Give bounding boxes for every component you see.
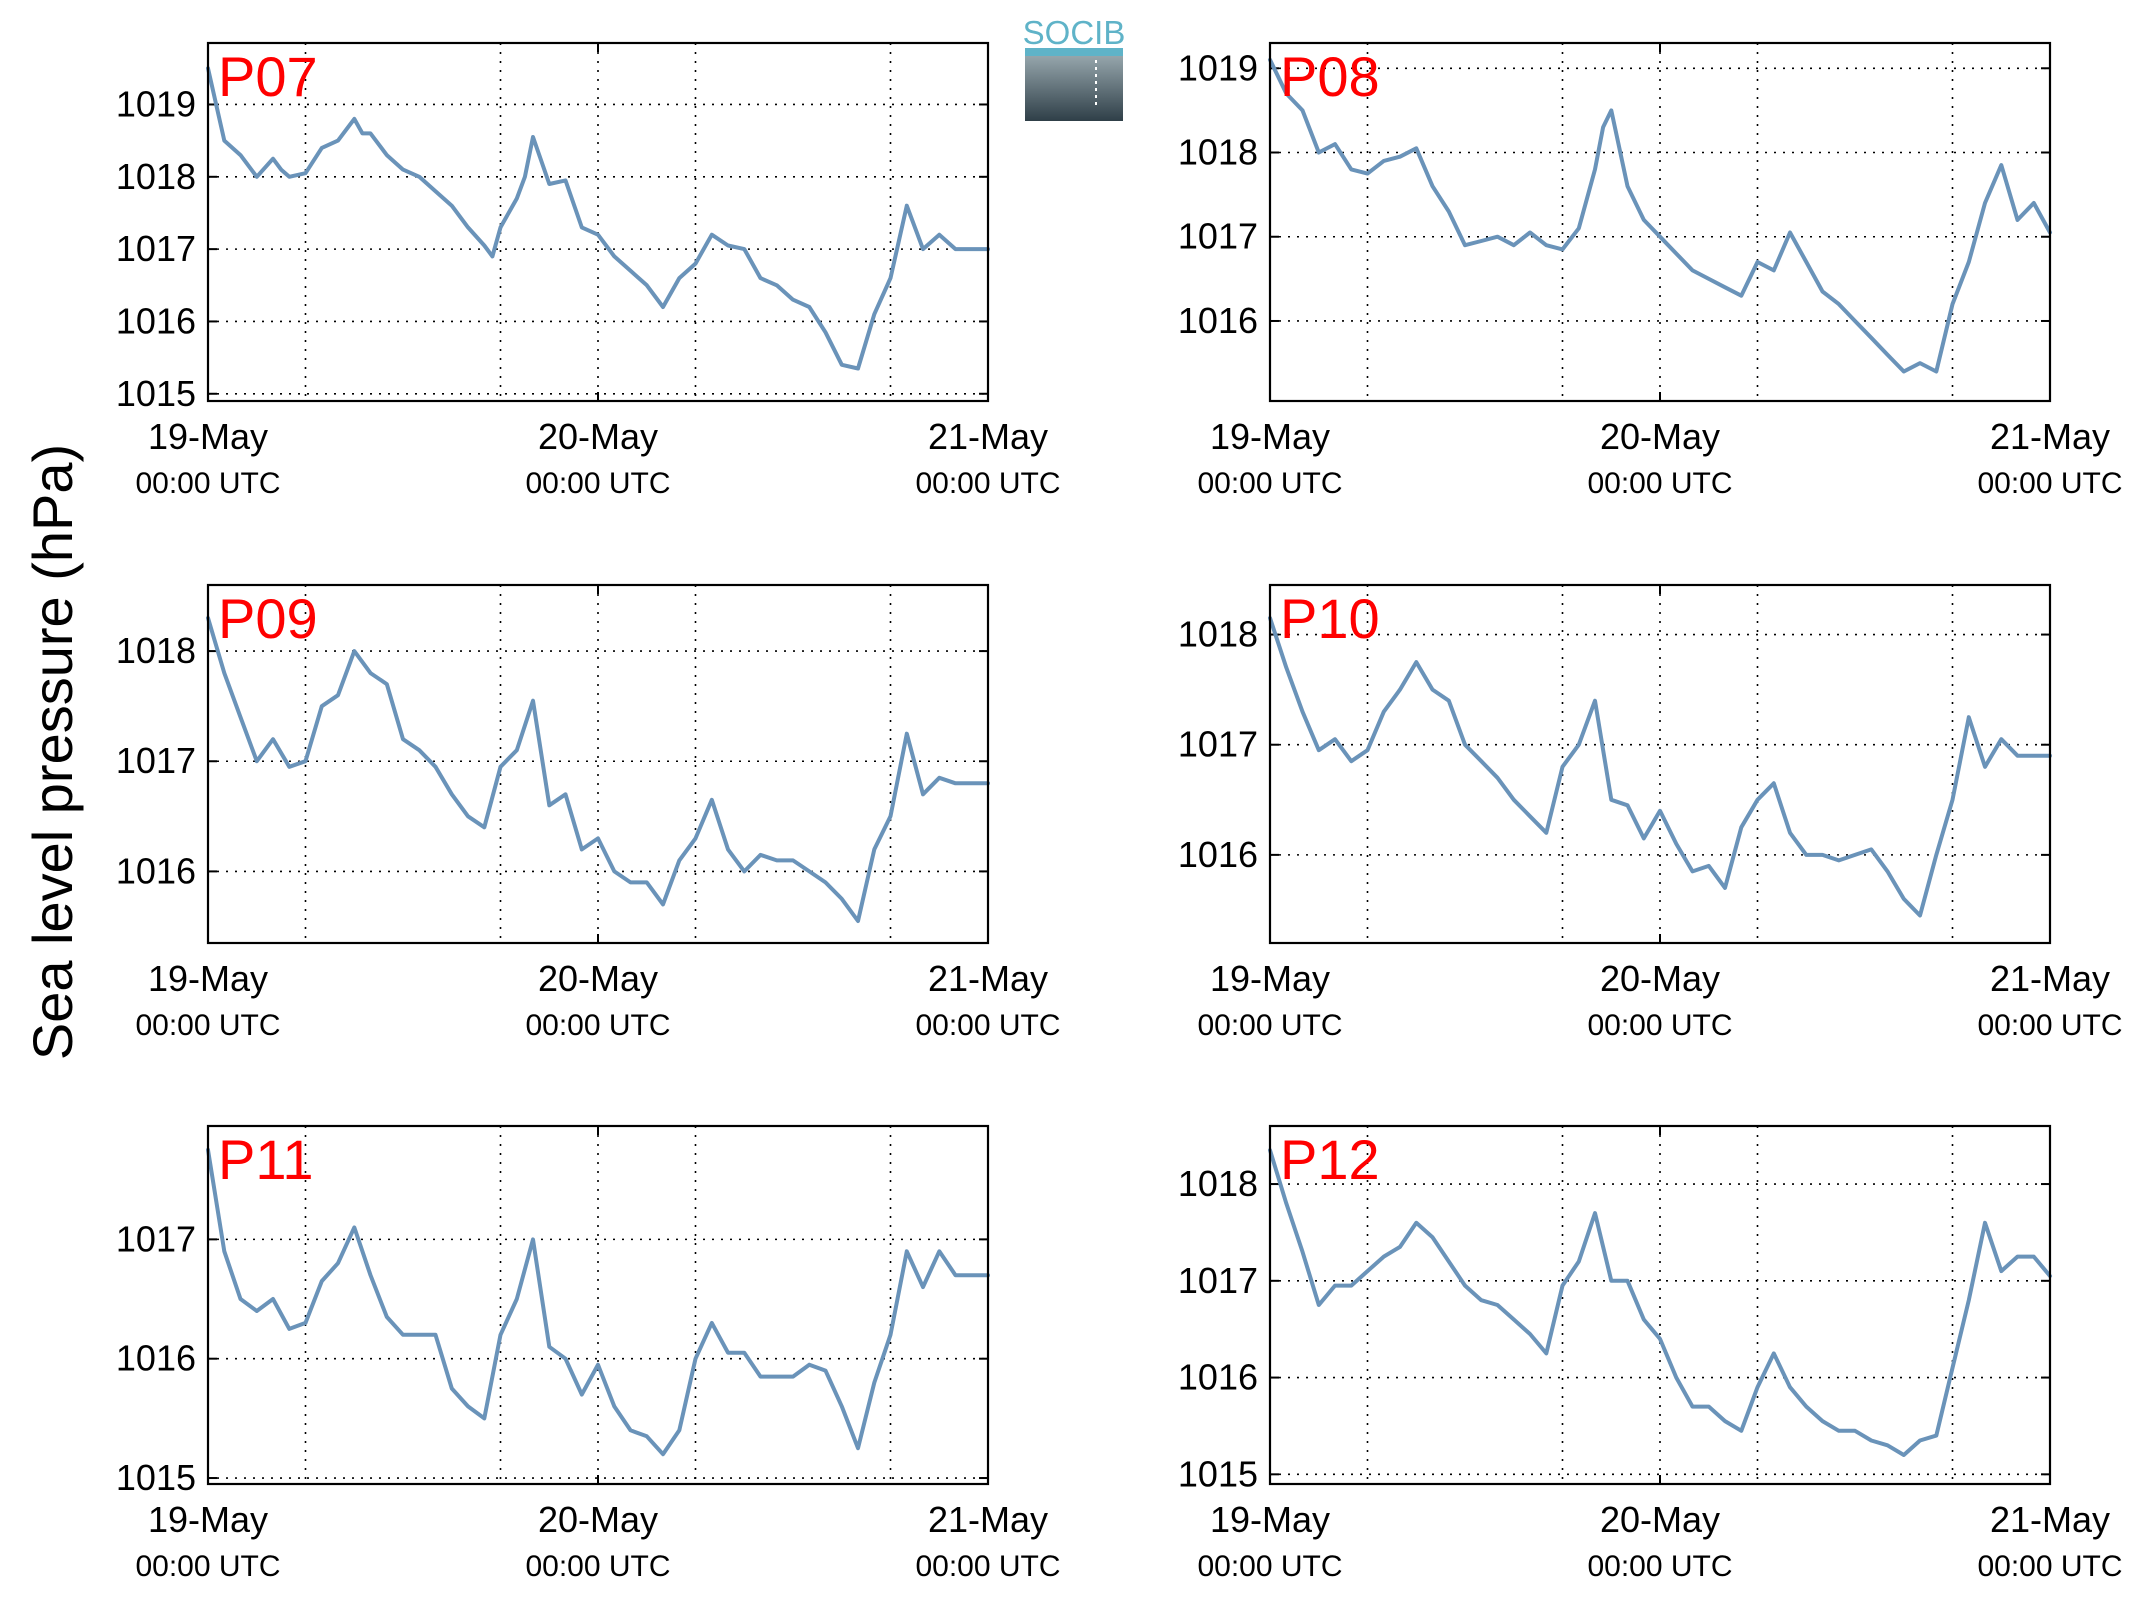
y-tick-label: 1017 bbox=[116, 740, 196, 781]
series-line-p11 bbox=[206, 1147, 990, 1457]
x-tick-date-label: 21-May bbox=[928, 958, 1048, 999]
y-tick-label: 1016 bbox=[116, 1338, 196, 1379]
y-axis-title: Sea level pressure (hPa) bbox=[21, 444, 84, 1060]
y-tick-label: 1016 bbox=[1178, 300, 1258, 341]
axes-frame bbox=[1268, 1124, 2052, 1486]
x-tick-time-label: 00:00 UTC bbox=[915, 467, 1060, 500]
panel-label-p10: P10 bbox=[1280, 587, 1380, 650]
x-tick-date-label: 21-May bbox=[1990, 1499, 2110, 1540]
y-tick-label: 1018 bbox=[1178, 132, 1258, 173]
axes-frame bbox=[206, 1124, 990, 1486]
series-line-p10 bbox=[1268, 616, 2052, 918]
x-tick-time-label: 00:00 UTC bbox=[525, 467, 670, 500]
y-tick-label: 1017 bbox=[116, 228, 196, 269]
y-tick-label: 1016 bbox=[116, 300, 196, 341]
plot-area bbox=[1270, 1126, 2050, 1484]
x-tick-time-label: 00:00 UTC bbox=[915, 1550, 1060, 1583]
y-tick-label: 1015 bbox=[1178, 1453, 1258, 1494]
logo-text: SOCIB bbox=[1023, 14, 1126, 51]
x-tick-time-label: 00:00 UTC bbox=[1977, 467, 2122, 500]
panel-label-p11: P11 bbox=[218, 1128, 313, 1191]
panel-p08: 1016 1017 1018 1019 19-May 00:00 UTC 20-May 00:… bbox=[1178, 41, 2123, 500]
x-tick-time-label: 00:00 UTC bbox=[1587, 1009, 1732, 1042]
axes-frame bbox=[206, 41, 990, 403]
y-tick-label: 1017 bbox=[1178, 216, 1258, 257]
y-tick-label: 1019 bbox=[1178, 47, 1258, 88]
x-tick-time-label: 00:00 UTC bbox=[1197, 1009, 1342, 1042]
panel-p10: 1016 1017 1018 19-May 00:00 UTC 20-May 00:00 U… bbox=[1178, 583, 2123, 1042]
x-tick-date-label: 19-May bbox=[1210, 1499, 1330, 1540]
x-tick-date-label: 19-May bbox=[148, 1499, 268, 1540]
x-tick-date-label: 20-May bbox=[538, 416, 658, 457]
y-tick-label: 1018 bbox=[116, 156, 196, 197]
series-line-p12 bbox=[1268, 1148, 2052, 1457]
x-tick-date-label: 20-May bbox=[1600, 958, 1720, 999]
x-tick-date-label: 19-May bbox=[148, 416, 268, 457]
y-tick-label: 1017 bbox=[1178, 724, 1258, 765]
x-tick-date-label: 20-May bbox=[538, 958, 658, 999]
panel-label-p07: P07 bbox=[218, 45, 318, 108]
x-tick-time-label: 00:00 UTC bbox=[525, 1550, 670, 1583]
y-tick-label: 1016 bbox=[1178, 834, 1258, 875]
y-tick-label: 1018 bbox=[1178, 614, 1258, 655]
y-tick-label: 1018 bbox=[1178, 1163, 1258, 1204]
x-tick-date-label: 21-May bbox=[1990, 416, 2110, 457]
panel-p11: 1015 1016 1017 19-May 00:00 UTC 20-May 00:00 U… bbox=[116, 1124, 1061, 1583]
axes-frame bbox=[1268, 583, 2052, 945]
x-tick-date-label: 20-May bbox=[538, 1499, 658, 1540]
panel-p09: 1016 1017 1018 19-May 00:00 UTC 20-May 00:00 U… bbox=[116, 583, 1061, 1042]
plot-area bbox=[208, 1126, 988, 1484]
x-tick-time-label: 00:00 UTC bbox=[1587, 1550, 1732, 1583]
x-tick-time-label: 00:00 UTC bbox=[135, 467, 280, 500]
x-tick-time-label: 00:00 UTC bbox=[135, 1009, 280, 1042]
x-tick-date-label: 21-May bbox=[1990, 958, 2110, 999]
x-tick-date-label: 20-May bbox=[1600, 416, 1720, 457]
socib-logo: SOCIB bbox=[1023, 14, 1126, 121]
x-tick-date-label: 19-May bbox=[148, 958, 268, 999]
logo-wave bbox=[1025, 48, 1123, 56]
logo-block bbox=[1025, 53, 1123, 121]
x-tick-time-label: 00:00 UTC bbox=[1587, 467, 1732, 500]
x-tick-time-label: 00:00 UTC bbox=[525, 1009, 670, 1042]
panel-label-p12: P12 bbox=[1280, 1128, 1380, 1191]
x-tick-date-label: 20-May bbox=[1600, 1499, 1720, 1540]
y-tick-label: 1019 bbox=[116, 83, 196, 124]
axes-frame bbox=[206, 583, 990, 945]
series-line-p09 bbox=[206, 616, 990, 923]
panel-p07: 1015 1016 1017 1018 1019 19-May 00:00 UTC 20-Ma… bbox=[116, 41, 1061, 500]
series-line-p08 bbox=[1268, 57, 2052, 374]
panel-p12: 1015 1016 1017 1018 19-May 00:00 UTC 20-May 00:… bbox=[1178, 1124, 2123, 1583]
plot-area bbox=[208, 43, 988, 401]
x-tick-time-label: 00:00 UTC bbox=[1977, 1550, 2122, 1583]
x-tick-date-label: 21-May bbox=[928, 416, 1048, 457]
axes-frame bbox=[1268, 41, 2052, 403]
y-tick-label: 1016 bbox=[1178, 1357, 1258, 1398]
series-line-p07 bbox=[206, 66, 990, 371]
plot-area bbox=[1270, 43, 2050, 401]
plot-area bbox=[208, 585, 988, 943]
panels: 1015 1016 1017 1018 1019 19-May 00:00 UTC 20-Ma… bbox=[116, 41, 2123, 1583]
x-tick-time-label: 00:00 UTC bbox=[1197, 467, 1342, 500]
y-tick-label: 1015 bbox=[116, 1457, 196, 1498]
y-tick-label: 1017 bbox=[1178, 1260, 1258, 1301]
x-tick-time-label: 00:00 UTC bbox=[135, 1550, 280, 1583]
y-tick-label: 1018 bbox=[116, 630, 196, 671]
x-tick-time-label: 00:00 UTC bbox=[1977, 1009, 2122, 1042]
x-tick-time-label: 00:00 UTC bbox=[915, 1009, 1060, 1042]
panel-label-p09: P09 bbox=[218, 587, 318, 650]
x-tick-time-label: 00:00 UTC bbox=[1197, 1550, 1342, 1583]
x-tick-date-label: 19-May bbox=[1210, 416, 1330, 457]
y-tick-label: 1017 bbox=[116, 1218, 196, 1259]
x-tick-date-label: 21-May bbox=[928, 1499, 1048, 1540]
plot-area bbox=[1270, 585, 2050, 943]
panel-label-p08: P08 bbox=[1280, 45, 1380, 108]
y-tick-label: 1015 bbox=[116, 373, 196, 414]
x-tick-date-label: 19-May bbox=[1210, 958, 1330, 999]
y-tick-label: 1016 bbox=[116, 850, 196, 891]
